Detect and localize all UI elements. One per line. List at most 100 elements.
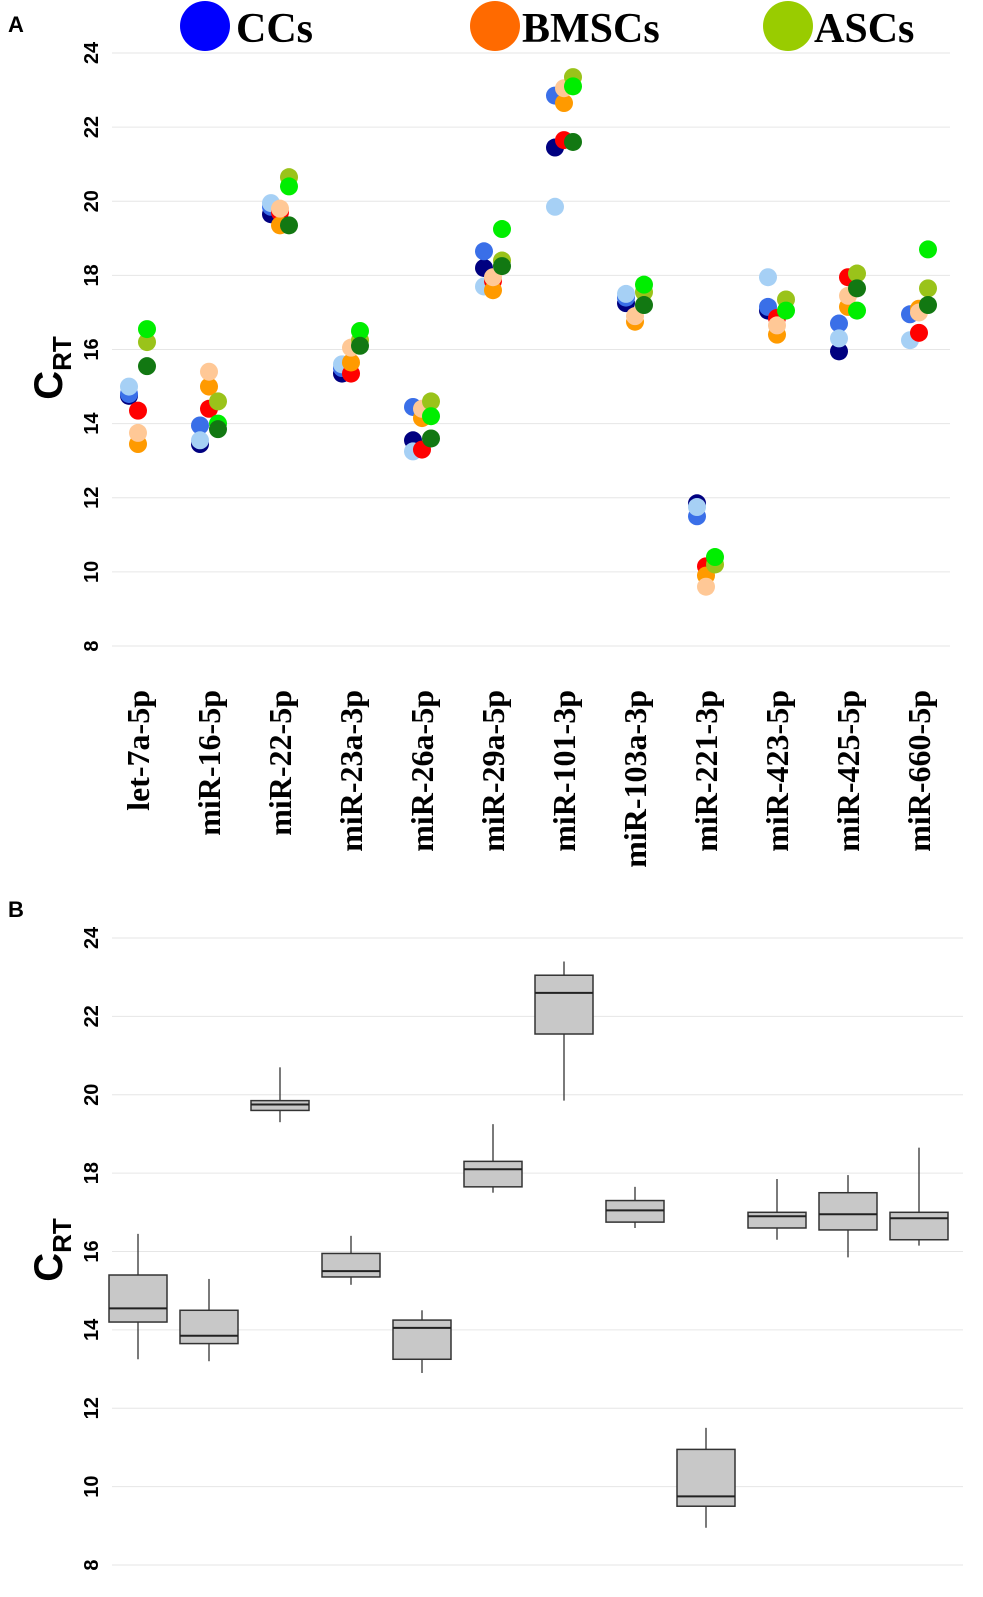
point-ccs-2-mir-425-5p bbox=[830, 314, 848, 333]
legend-ccs-marker bbox=[180, 1, 230, 51]
point-bmscs-1-let-7a-5p bbox=[129, 401, 147, 420]
panel-a-y-tick-12: 12 bbox=[81, 487, 103, 509]
category-label-mir-660-5p: miR-660-5p bbox=[901, 690, 937, 852]
panel-a-y-tick-24: 24 bbox=[81, 41, 103, 64]
point-ccs-3-let-7a-5p bbox=[120, 377, 138, 396]
panel-b-y-tick-8: 8 bbox=[81, 1559, 103, 1570]
category-label-mir-23a-3p: miR-23a-3p bbox=[333, 690, 369, 852]
box-mir-221-3p-body bbox=[676, 1448, 736, 1507]
panel-a-y-tick-labels: 8 10 12 14 16 18 20 22 24 bbox=[81, 41, 103, 652]
panel-a-gridlines bbox=[112, 52, 950, 647]
category-label-mir-103a-3p: miR-103a-3p bbox=[617, 690, 653, 868]
category-label-mir-221-3p: miR-221-3p bbox=[688, 690, 724, 852]
legend-ascs-marker bbox=[763, 1, 813, 51]
panel-a-y-tick-14: 14 bbox=[81, 412, 103, 435]
panel-a-category-labels: let-7a-5p miR-16-5p miR-22-5p miR-23a-3p miR… bbox=[120, 690, 937, 868]
point-ccs-3-mir-101-3p bbox=[546, 197, 564, 216]
legend-bmscs-marker bbox=[470, 1, 520, 51]
panel-a-y-tick-22: 22 bbox=[81, 116, 103, 138]
point-ascs-3-mir-29a-5p bbox=[493, 257, 511, 276]
box-mir-425-5p-body bbox=[818, 1191, 878, 1231]
panel-b-y-tick-14: 14 bbox=[81, 1318, 103, 1341]
legend: CCs BMSCs ASCs bbox=[180, 1, 914, 52]
point-bmscs-2-mir-101-3p bbox=[555, 94, 573, 113]
box-mir-660-5p-body bbox=[889, 1211, 949, 1241]
point-ascs-3-mir-16-5p bbox=[209, 420, 227, 439]
point-bmscs-3-mir-16-5p bbox=[200, 362, 218, 381]
point-ascs-2-mir-221-3p bbox=[706, 548, 724, 567]
panel-b-y-axis-label: CRT bbox=[27, 1218, 77, 1282]
category-label-mir-423-5p: miR-423-5p bbox=[759, 690, 795, 852]
panel-b-y-tick-18: 18 bbox=[81, 1162, 103, 1184]
point-ascs-3-mir-101-3p bbox=[564, 132, 582, 151]
point-bmscs-2-mir-23a-3p bbox=[342, 353, 360, 372]
point-ccs-1-mir-425-5p bbox=[830, 342, 848, 361]
point-ascs-2-mir-26a-5p bbox=[422, 407, 440, 426]
point-bmscs-2-mir-29a-5p bbox=[484, 281, 502, 300]
panel-b-y-tick-20: 20 bbox=[81, 1084, 103, 1106]
point-ascs-1-mir-26a-5p bbox=[422, 392, 440, 411]
box-mir-101-3p-body bbox=[534, 974, 594, 1035]
panel-b: B 8 10 12 14 16 18 20 22 24 CRT bbox=[8, 897, 963, 1571]
point-bmscs-3-mir-423-5p bbox=[768, 316, 786, 335]
point-bmscs-1-mir-660-5p bbox=[910, 323, 928, 342]
box-mir-29a-5p-body bbox=[463, 1160, 523, 1188]
panel-a-letter: A bbox=[8, 12, 24, 37]
point-ccs-3-mir-425-5p bbox=[830, 329, 848, 348]
panel-b-boxes bbox=[108, 961, 949, 1528]
point-ccs-2-mir-16-5p bbox=[191, 416, 209, 435]
legend-ascs-label: ASCs bbox=[814, 6, 914, 52]
point-bmscs-3-mir-221-3p bbox=[697, 577, 715, 596]
category-label-mir-16-5p: miR-16-5p bbox=[191, 690, 227, 836]
panel-a-points bbox=[120, 68, 937, 596]
point-ccs-2-mir-29a-5p bbox=[475, 242, 493, 261]
point-ascs-3-mir-660-5p bbox=[919, 296, 937, 315]
point-ascs-3-mir-23a-3p bbox=[351, 336, 369, 355]
category-label-mir-26a-5p: miR-26a-5p bbox=[404, 690, 440, 852]
point-ascs-1-mir-660-5p bbox=[919, 279, 937, 298]
point-ccs-3-mir-221-3p bbox=[688, 498, 706, 517]
point-ascs-2-mir-660-5p bbox=[919, 240, 937, 259]
point-ascs-1-mir-425-5p bbox=[848, 264, 866, 283]
point-ascs-3-let-7a-5p bbox=[138, 357, 156, 376]
panel-a-y-axis-label: CRT bbox=[27, 336, 77, 400]
point-ascs-2-let-7a-5p bbox=[138, 320, 156, 339]
panel-b-y-tick-labels: 8 10 12 14 16 18 20 22 24 bbox=[81, 926, 103, 1571]
point-ascs-2-mir-425-5p bbox=[848, 301, 866, 320]
legend-ccs-label: CCs bbox=[236, 6, 313, 52]
point-bmscs-3-mir-22-5p bbox=[271, 199, 289, 218]
panel-a-y-tick-20: 20 bbox=[81, 190, 103, 212]
panel-b-y-tick-10: 10 bbox=[81, 1476, 103, 1498]
point-ascs-3-mir-22-5p bbox=[280, 216, 298, 235]
box-mir-16-5p-body bbox=[179, 1309, 239, 1345]
panel-b-y-tick-16: 16 bbox=[81, 1240, 103, 1262]
point-ascs-1-let-7a-5p bbox=[138, 333, 156, 352]
panel-a-y-tick-18: 18 bbox=[81, 264, 103, 286]
point-ccs-3-mir-423-5p bbox=[759, 268, 777, 287]
panel-b-letter: B bbox=[8, 897, 24, 922]
panel-a-y-tick-16: 16 bbox=[81, 338, 103, 360]
panel-a-y-tick-8: 8 bbox=[81, 640, 103, 651]
panel-b-y-tick-24: 24 bbox=[81, 926, 103, 949]
category-label-mir-425-5p: miR-425-5p bbox=[830, 690, 866, 852]
point-ascs-2-mir-423-5p bbox=[777, 301, 795, 320]
point-ascs-1-mir-16-5p bbox=[209, 392, 227, 411]
box-let-7a-5p-body bbox=[108, 1274, 168, 1323]
box-mir-423-5p-body bbox=[747, 1211, 807, 1229]
box-mir-26a-5p-body bbox=[392, 1319, 452, 1361]
legend-bmscs-label: BMSCs bbox=[522, 6, 660, 52]
point-ascs-2-mir-23a-3p bbox=[351, 321, 369, 340]
point-ascs-2-mir-22-5p bbox=[280, 177, 298, 196]
panel-b-y-tick-12: 12 bbox=[81, 1397, 103, 1419]
point-bmscs-2-mir-16-5p bbox=[200, 377, 218, 396]
category-label-mir-22-5p: miR-22-5p bbox=[262, 690, 298, 836]
point-ccs-3-mir-103a-3p bbox=[617, 284, 635, 303]
category-label-mir-29a-5p: miR-29a-5p bbox=[475, 690, 511, 852]
panel-a: A CCs BMSCs ASCs 8 10 12 14 16 18 20 22 24 CRT let… bbox=[8, 1, 950, 868]
point-ascs-2-mir-29a-5p bbox=[493, 220, 511, 239]
point-ascs-3-mir-103a-3p bbox=[635, 296, 653, 315]
point-ascs-3-mir-26a-5p bbox=[422, 429, 440, 448]
point-ccs-3-mir-16-5p bbox=[191, 431, 209, 450]
point-ascs-2-mir-103a-3p bbox=[635, 275, 653, 294]
